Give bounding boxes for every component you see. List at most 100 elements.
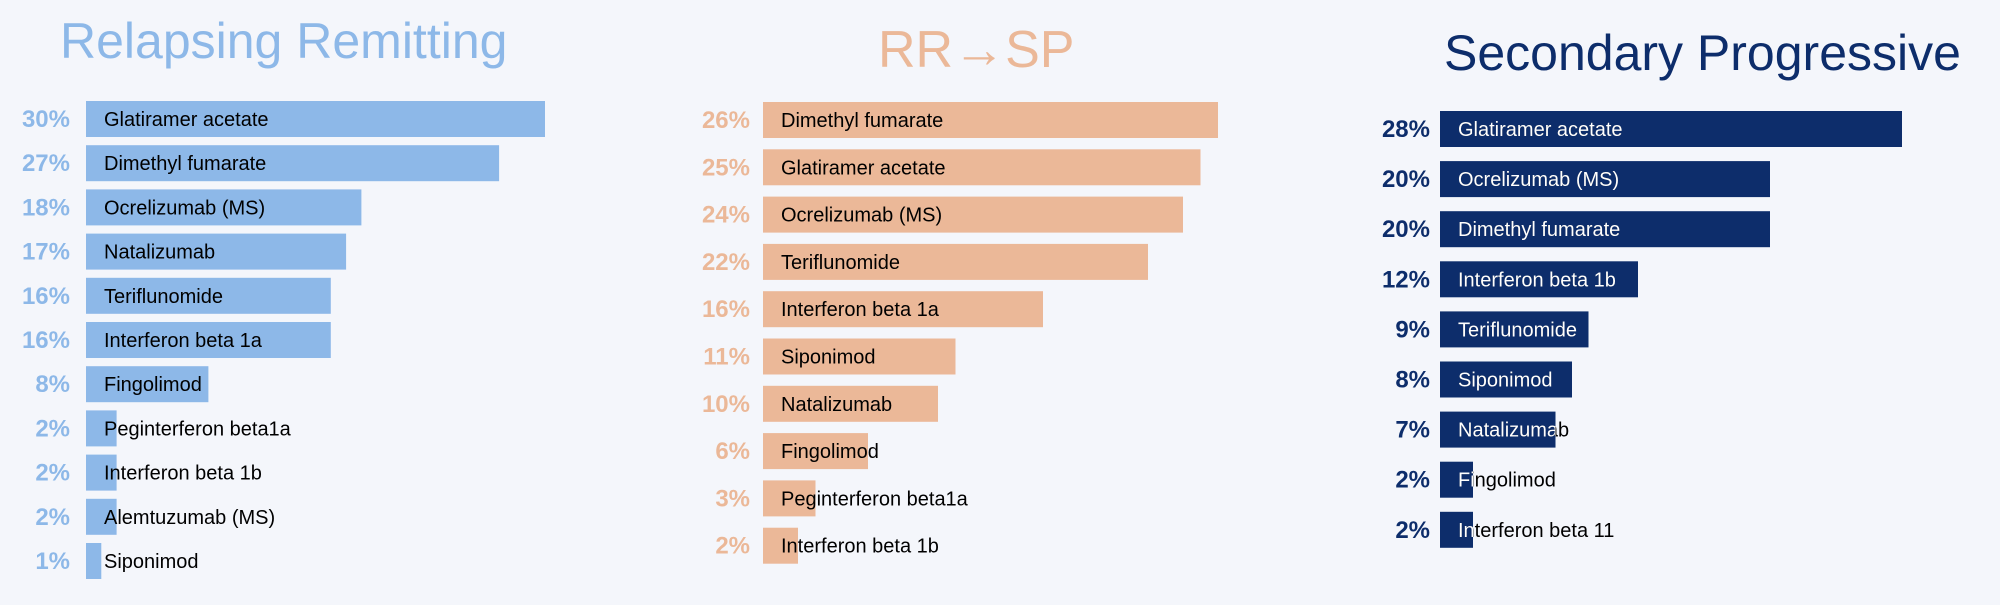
chart-panel-rr-to-sp: RR→SP 26% Dimethyl fumarate 25% Glatiramer … bbox=[670, 0, 1350, 605]
bar bbox=[763, 196, 1183, 233]
category-label-overlay: Teriflunomide bbox=[1458, 319, 1577, 341]
category-label: Interferon beta 11 bbox=[1458, 520, 1614, 542]
bar bbox=[86, 189, 362, 226]
category-label: Alemtuzumab (MS) bbox=[104, 507, 275, 529]
category-label: Peginterferon beta1a bbox=[781, 488, 969, 510]
bar-value-label: 10% bbox=[702, 391, 750, 418]
category-label: Siponimod bbox=[781, 347, 876, 369]
chart-panel-secondary-progressive: Secondary Progressive 28% Glatiramer acet… bbox=[1350, 0, 2000, 605]
category-label: Glatiramer acetate bbox=[781, 157, 946, 179]
bar bbox=[86, 454, 117, 491]
bar bbox=[86, 101, 545, 137]
bar bbox=[86, 410, 117, 447]
bar-value-label: 3% bbox=[715, 485, 750, 512]
category-label: Siponimod bbox=[1458, 370, 1553, 392]
category-label: Natalizumab bbox=[781, 394, 892, 416]
category-label: Teriflunomide bbox=[104, 286, 223, 308]
bar-value-label: 2% bbox=[715, 533, 750, 560]
chart-title: RR→SP bbox=[878, 21, 1075, 79]
bar bbox=[763, 480, 816, 517]
bar-value-label: 25% bbox=[702, 154, 750, 181]
category-label: Ocrelizumab (MS) bbox=[1458, 169, 1619, 191]
category-label: Fingolimod bbox=[781, 441, 879, 463]
category-label: Siponimod bbox=[104, 551, 199, 573]
category-label: Teriflunomide bbox=[1458, 319, 1577, 341]
category-label-overlay: Fingolimod bbox=[1458, 470, 1556, 492]
category-label: Interferon beta 1b bbox=[781, 536, 939, 558]
bar-value-label: 18% bbox=[22, 194, 70, 221]
category-label-overlay: Ocrelizumab (MS) bbox=[1458, 169, 1619, 191]
bar bbox=[1440, 311, 1589, 348]
bar bbox=[86, 498, 117, 535]
category-label: Glatiramer acetate bbox=[104, 109, 269, 131]
bar bbox=[1440, 511, 1473, 548]
bar-value-label: 20% bbox=[1382, 216, 1430, 243]
bar bbox=[1440, 161, 1770, 198]
bar-value-label: 24% bbox=[702, 202, 750, 229]
category-label: Fingolimod bbox=[104, 374, 202, 396]
bar-value-label: 22% bbox=[702, 249, 750, 276]
category-label: Interferon beta 1a bbox=[781, 299, 940, 321]
chart-title: Relapsing Remitting bbox=[60, 13, 508, 69]
bar-value-label: 16% bbox=[702, 296, 750, 323]
bar bbox=[763, 433, 868, 470]
chart-panel-relapsing-remitting: Relapsing Remitting 30% Glatiramer acetat… bbox=[0, 0, 670, 605]
bar-value-label: 16% bbox=[22, 327, 70, 354]
bar-value-label: 30% bbox=[22, 106, 70, 133]
category-label-overlay: Natalizumab bbox=[1458, 420, 1569, 442]
category-label: Natalizumab bbox=[1458, 420, 1569, 442]
bar-value-label: 2% bbox=[35, 460, 70, 487]
bar-value-label: 11% bbox=[703, 344, 750, 371]
category-label: Ocrelizumab (MS) bbox=[781, 205, 942, 227]
bar-value-label: 17% bbox=[22, 239, 70, 266]
bar bbox=[763, 291, 1043, 328]
bar-value-label: 16% bbox=[22, 283, 70, 310]
category-label: Dimethyl fumarate bbox=[1458, 219, 1620, 241]
category-label: Interferon beta 1a bbox=[104, 330, 263, 352]
bar-value-label: 2% bbox=[35, 504, 70, 531]
chart-title: Secondary Progressive bbox=[1444, 25, 1961, 81]
category-label: Teriflunomide bbox=[781, 252, 900, 274]
bar-value-label: 26% bbox=[702, 107, 750, 134]
category-label: Ocrelizumab (MS) bbox=[104, 197, 265, 219]
bar bbox=[86, 322, 331, 358]
category-label-overlay: Dimethyl fumarate bbox=[1458, 219, 1620, 241]
bar-value-label: 2% bbox=[35, 415, 70, 442]
bar bbox=[763, 149, 1201, 186]
bar-value-label: 8% bbox=[1395, 367, 1430, 394]
bar-value-label: 2% bbox=[1395, 517, 1430, 544]
bar-value-label: 7% bbox=[1395, 417, 1430, 444]
bar-value-label: 12% bbox=[1382, 266, 1430, 293]
bar bbox=[1440, 411, 1556, 448]
bar-chart-relapsing-remitting: 30% Glatiramer acetate 27% Dimethyl fumarat… bbox=[22, 101, 545, 579]
category-label: Interferon beta 1b bbox=[104, 463, 262, 485]
bar-value-label: 28% bbox=[1382, 116, 1430, 143]
category-label: Dimethyl fumarate bbox=[104, 153, 266, 175]
bar bbox=[86, 366, 209, 403]
bar bbox=[1440, 361, 1572, 398]
category-label-overlay: Glatiramer acetate bbox=[1458, 119, 1623, 141]
bar bbox=[763, 102, 1218, 138]
bar-value-label: 6% bbox=[715, 438, 750, 465]
bar bbox=[1440, 211, 1770, 248]
bar bbox=[1440, 261, 1638, 298]
bar bbox=[86, 543, 102, 579]
category-label-overlay: Interferon beta 1b bbox=[1458, 269, 1616, 291]
bar bbox=[1440, 111, 1902, 147]
bar bbox=[763, 338, 956, 375]
bar-value-label: 2% bbox=[1395, 467, 1430, 494]
category-label: Interferon beta 1b bbox=[1458, 269, 1616, 291]
bar-chart-rr-to-sp: 26% Dimethyl fumarate 25% Glatiramer acetat… bbox=[702, 102, 1218, 564]
bar bbox=[1440, 461, 1473, 498]
bar bbox=[86, 145, 500, 182]
category-label-overlay: Siponimod bbox=[1458, 370, 1553, 392]
bar-value-label: 27% bbox=[22, 150, 70, 177]
bar-value-label: 1% bbox=[35, 548, 70, 575]
bar-value-label: 8% bbox=[35, 371, 70, 398]
bar-value-label: 20% bbox=[1382, 166, 1430, 193]
category-label: Natalizumab bbox=[104, 242, 215, 264]
bar bbox=[763, 527, 798, 564]
bar bbox=[763, 243, 1148, 280]
category-label: Fingolimod bbox=[1458, 470, 1556, 492]
